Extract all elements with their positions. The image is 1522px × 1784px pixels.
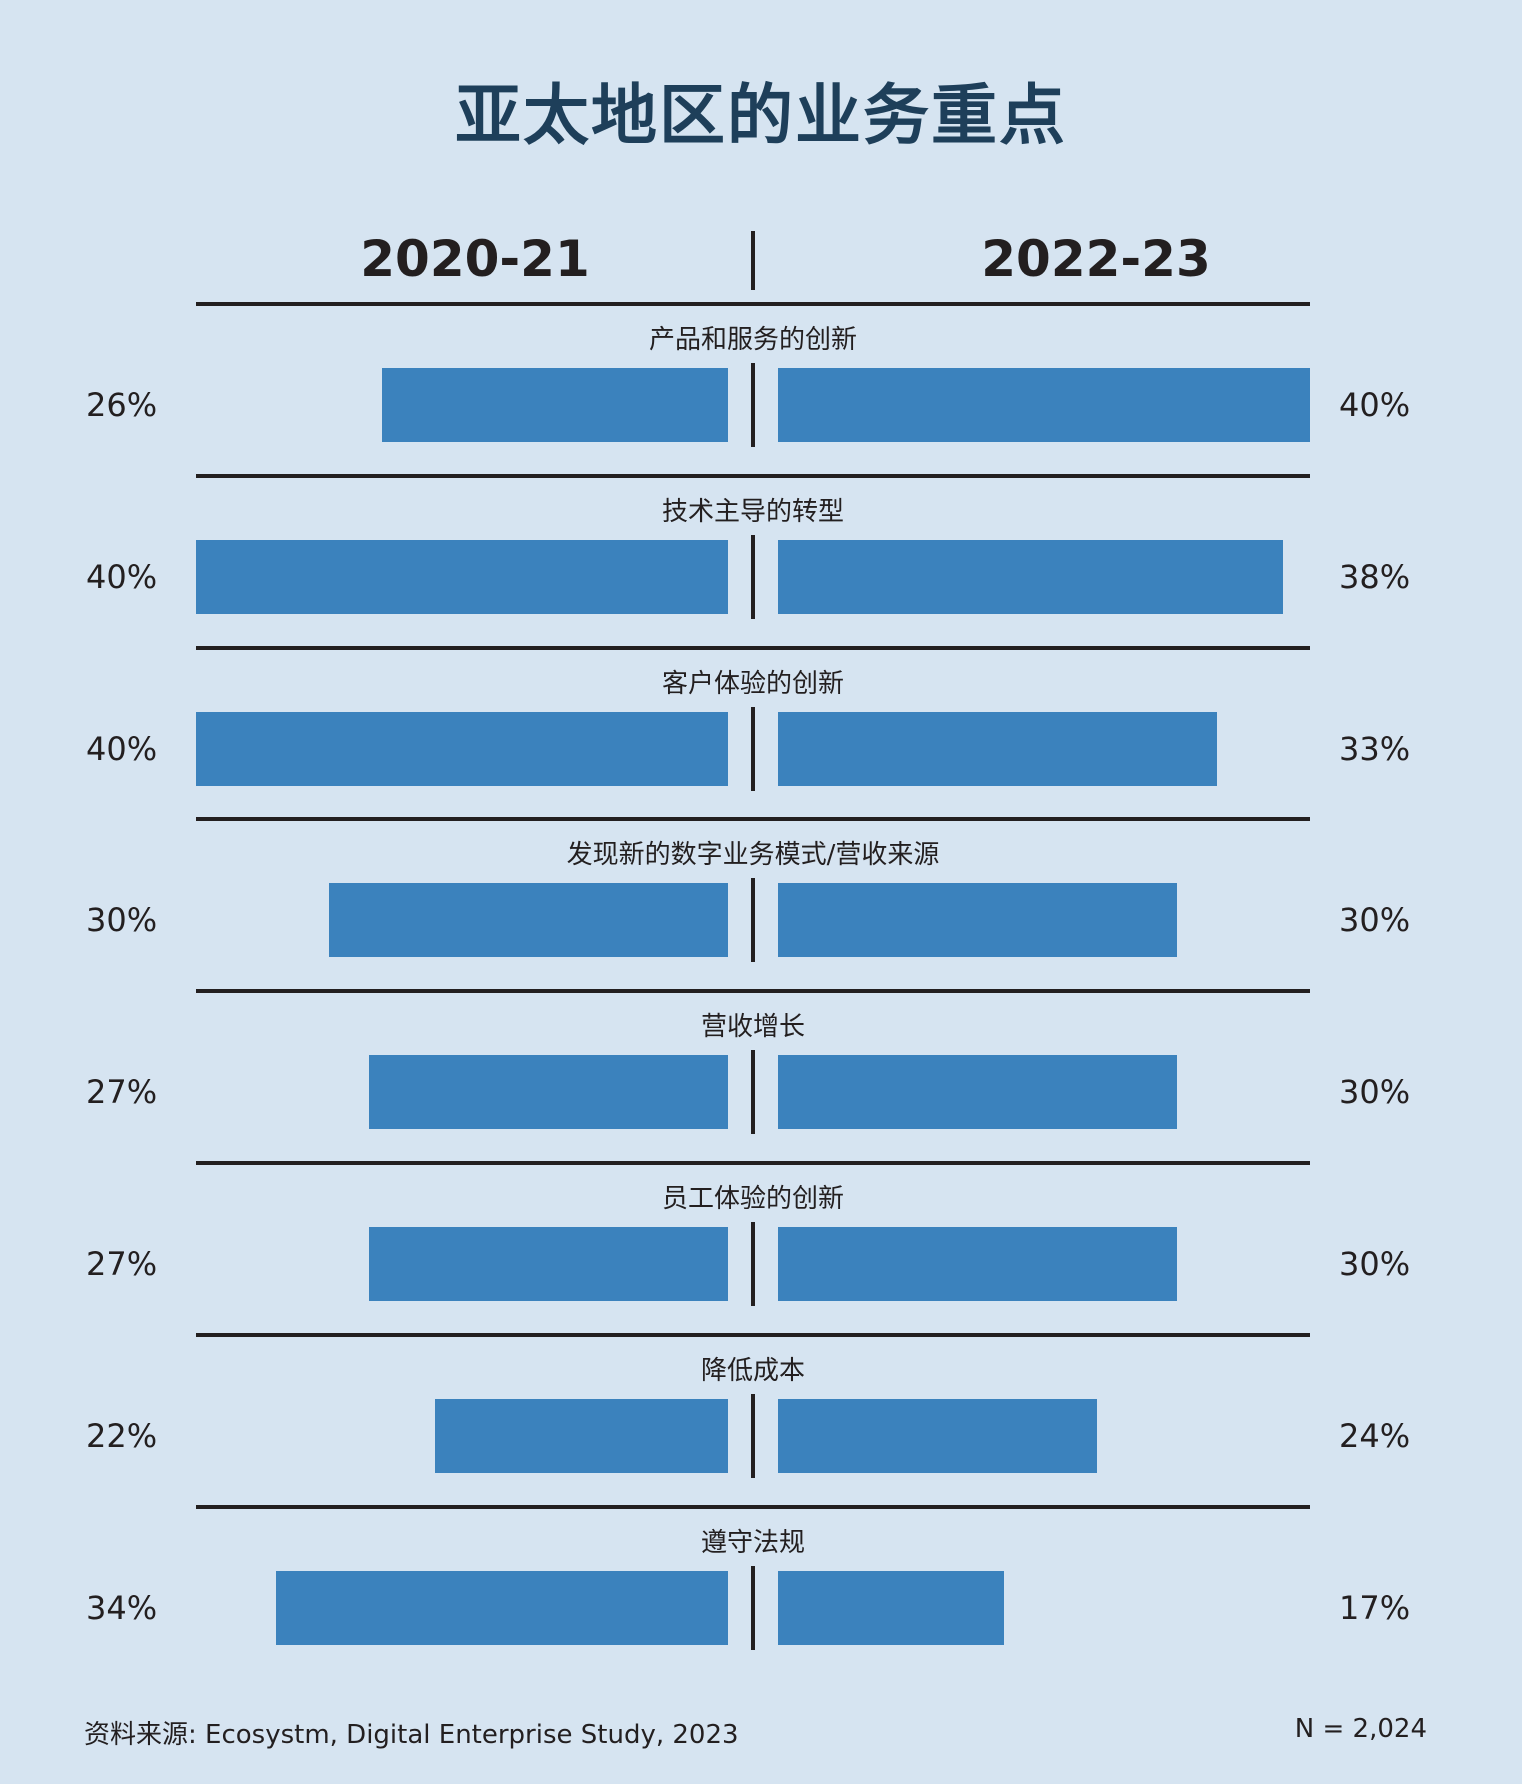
bar-2022-23 bbox=[778, 1227, 1177, 1301]
value-label-2020-21: 27% bbox=[86, 1245, 158, 1283]
center-divider bbox=[751, 878, 755, 963]
category-label: 降低成本 bbox=[700, 1355, 805, 1386]
value-label-2022-23: 40% bbox=[1339, 386, 1411, 424]
value-label-2022-23: 38% bbox=[1339, 557, 1411, 596]
value-label-2020-21: 26% bbox=[86, 386, 158, 424]
bar-2020-21 bbox=[368, 1055, 728, 1130]
row-rule bbox=[196, 1504, 1310, 1509]
bar-2020-21 bbox=[196, 539, 728, 614]
header-rule bbox=[196, 302, 1310, 306]
row-rule bbox=[196, 645, 1310, 650]
bar-2020-21 bbox=[329, 883, 728, 958]
value-label-2022-23: 30% bbox=[1339, 901, 1411, 940]
category-label: 发现新的数字业务模式/营收来源 bbox=[566, 840, 940, 871]
value-label-2020-21: 40% bbox=[86, 557, 158, 596]
bar-2020-21 bbox=[435, 1398, 728, 1473]
right-series-header: 2022-23 bbox=[981, 230, 1211, 288]
center-divider bbox=[751, 1565, 755, 1650]
sample-size: N = 2,024 bbox=[1294, 1714, 1427, 1744]
row-rule bbox=[196, 989, 1310, 994]
left-series-header: 2020-21 bbox=[360, 230, 590, 288]
value-label-2022-23: 30% bbox=[1339, 1073, 1411, 1112]
bar-2022-23 bbox=[778, 1570, 1005, 1645]
center-divider bbox=[751, 363, 755, 447]
bar-2020-21 bbox=[368, 1227, 728, 1301]
value-label-2020-21: 22% bbox=[86, 1416, 158, 1455]
header-divider bbox=[751, 231, 755, 290]
center-divider bbox=[751, 534, 755, 619]
bar-2022-23 bbox=[778, 368, 1310, 442]
bar-2020-21 bbox=[275, 1570, 728, 1645]
center-divider bbox=[751, 1393, 755, 1478]
center-divider bbox=[751, 1050, 755, 1135]
center-divider bbox=[751, 706, 755, 791]
value-label-2022-23: 33% bbox=[1339, 729, 1411, 768]
value-label-2022-23: 24% bbox=[1339, 1416, 1411, 1455]
source-note: 资料来源: Ecosystm, Digital Enterprise Study… bbox=[84, 1720, 739, 1750]
bar-2022-23 bbox=[778, 711, 1217, 786]
value-label-2020-21: 30% bbox=[86, 901, 158, 940]
category-label: 客户体验的创新 bbox=[661, 668, 844, 699]
row-rule bbox=[196, 1161, 1310, 1165]
bar-2022-23 bbox=[778, 539, 1284, 614]
category-label: 产品和服务的创新 bbox=[648, 325, 857, 355]
category-label: 营收增长 bbox=[700, 1012, 805, 1043]
bar-2020-21 bbox=[196, 711, 728, 786]
bar-2020-21 bbox=[382, 368, 728, 442]
category-label: 遵守法规 bbox=[700, 1527, 805, 1558]
chart-title: 亚太地区的业务重点 bbox=[455, 77, 1067, 154]
value-label-2022-23: 30% bbox=[1339, 1245, 1411, 1283]
value-label-2022-23: 17% bbox=[1339, 1588, 1411, 1627]
category-label: 技术主导的转型 bbox=[661, 496, 844, 527]
value-label-2020-21: 27% bbox=[86, 1073, 158, 1112]
value-label-2020-21: 34% bbox=[86, 1588, 158, 1627]
bar-2022-23 bbox=[778, 1398, 1098, 1473]
row-rule bbox=[196, 817, 1310, 822]
category-label: 员工体验的创新 bbox=[661, 1184, 844, 1214]
bar-2022-23 bbox=[778, 1055, 1177, 1130]
center-divider bbox=[751, 1222, 755, 1306]
value-label-2020-21: 40% bbox=[86, 729, 158, 768]
bar-2022-23 bbox=[778, 883, 1177, 958]
row-rule bbox=[196, 1332, 1310, 1337]
row-rule bbox=[196, 473, 1310, 478]
